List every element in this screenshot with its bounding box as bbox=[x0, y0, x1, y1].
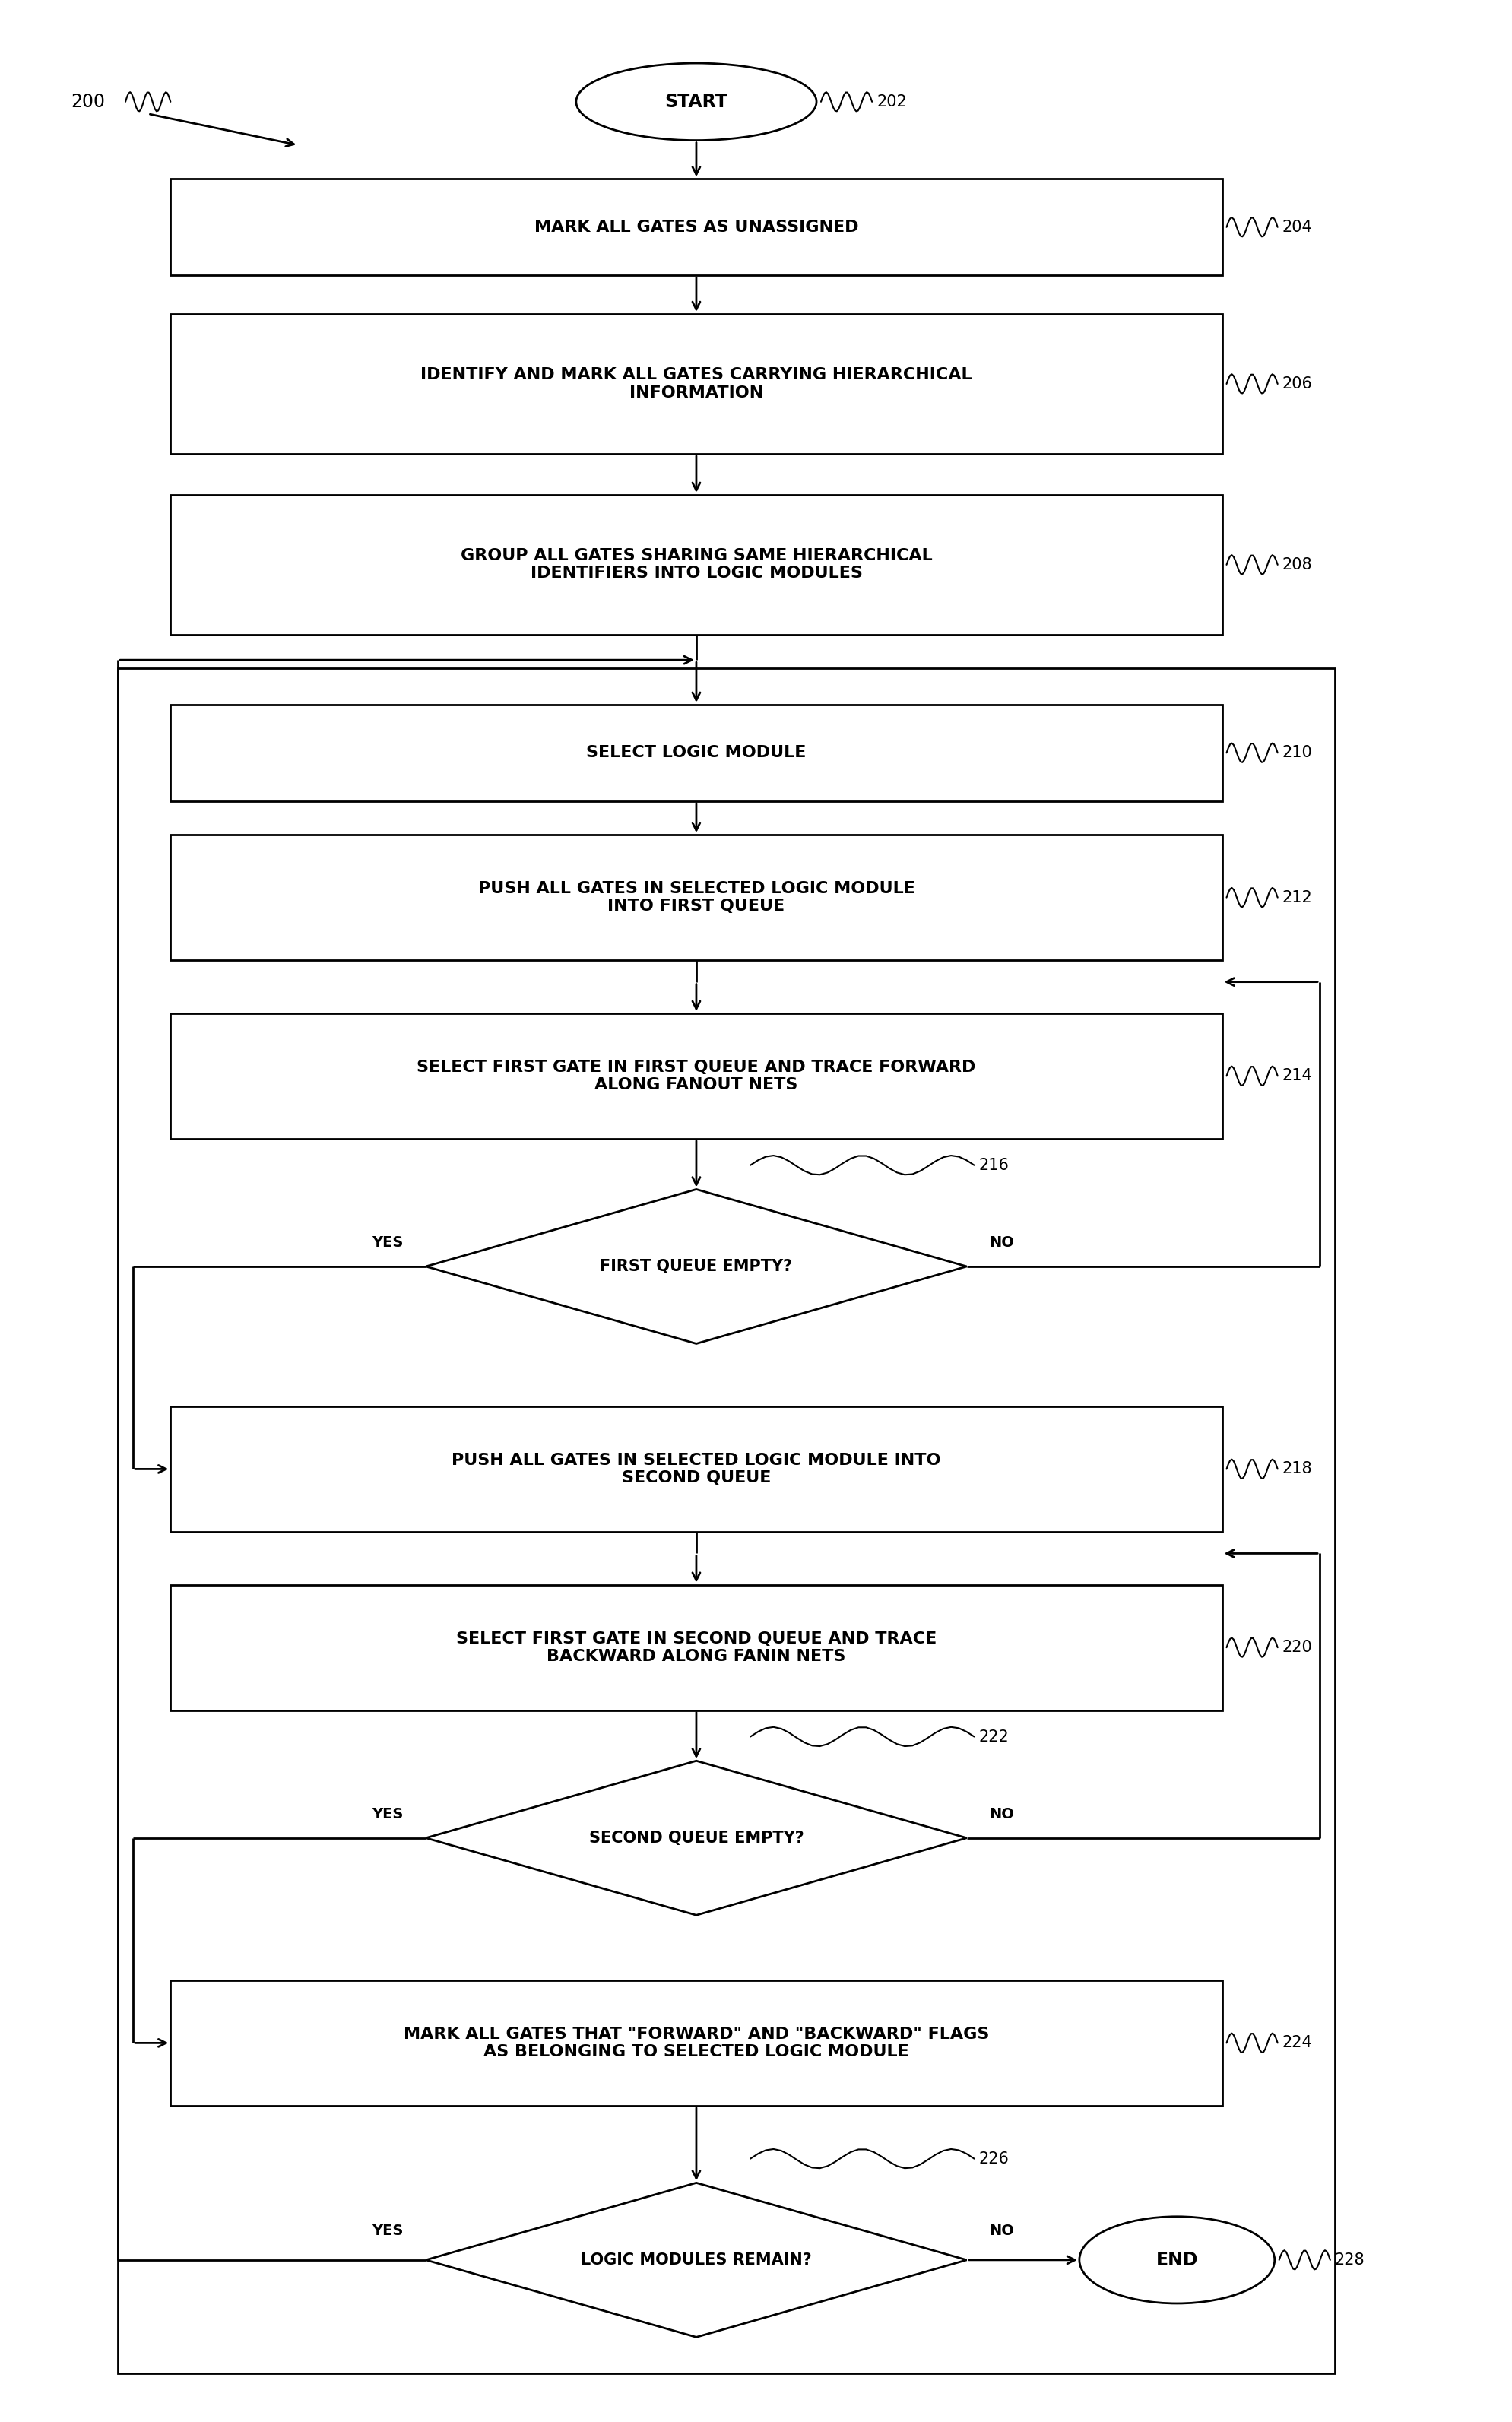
Text: END: END bbox=[1155, 2250, 1198, 2269]
Text: FIRST QUEUE EMPTY?: FIRST QUEUE EMPTY? bbox=[600, 1259, 792, 1274]
FancyBboxPatch shape bbox=[171, 179, 1222, 276]
Text: 216: 216 bbox=[978, 1158, 1009, 1172]
Text: 202: 202 bbox=[875, 94, 906, 109]
Text: 206: 206 bbox=[1282, 375, 1312, 392]
Text: 218: 218 bbox=[1282, 1460, 1311, 1477]
Text: MARK ALL GATES AS UNASSIGNED: MARK ALL GATES AS UNASSIGNED bbox=[534, 220, 857, 235]
Polygon shape bbox=[426, 1189, 966, 1344]
Text: 208: 208 bbox=[1282, 557, 1311, 572]
Text: 224: 224 bbox=[1282, 2034, 1312, 2051]
Text: SECOND QUEUE EMPTY?: SECOND QUEUE EMPTY? bbox=[588, 1831, 803, 1846]
FancyBboxPatch shape bbox=[171, 705, 1222, 802]
Text: 226: 226 bbox=[978, 2151, 1009, 2165]
Text: LOGIC MODULES REMAIN?: LOGIC MODULES REMAIN? bbox=[581, 2252, 812, 2267]
FancyBboxPatch shape bbox=[171, 1012, 1222, 1138]
Text: NO: NO bbox=[989, 1807, 1013, 1821]
Text: NO: NO bbox=[989, 2223, 1013, 2238]
Text: GROUP ALL GATES SHARING SAME HIERARCHICAL
IDENTIFIERS INTO LOGIC MODULES: GROUP ALL GATES SHARING SAME HIERARCHICA… bbox=[460, 547, 931, 581]
Ellipse shape bbox=[1078, 2216, 1275, 2303]
Text: MARK ALL GATES THAT "FORWARD" AND "BACKWARD" FLAGS
AS BELONGING TO SELECTED LOGI: MARK ALL GATES THAT "FORWARD" AND "BACKW… bbox=[404, 2027, 989, 2059]
Ellipse shape bbox=[576, 63, 816, 140]
Polygon shape bbox=[426, 1761, 966, 1916]
Text: START: START bbox=[664, 92, 727, 111]
Text: 204: 204 bbox=[1282, 220, 1312, 235]
Text: SELECT FIRST GATE IN SECOND QUEUE AND TRACE
BACKWARD ALONG FANIN NETS: SELECT FIRST GATE IN SECOND QUEUE AND TR… bbox=[455, 1630, 936, 1664]
Text: 212: 212 bbox=[1282, 889, 1312, 906]
Text: 220: 220 bbox=[1282, 1640, 1312, 1654]
FancyBboxPatch shape bbox=[171, 836, 1222, 959]
Text: YES: YES bbox=[372, 1235, 404, 1250]
Text: PUSH ALL GATES IN SELECTED LOGIC MODULE INTO
SECOND QUEUE: PUSH ALL GATES IN SELECTED LOGIC MODULE … bbox=[452, 1453, 940, 1485]
Text: NO: NO bbox=[989, 1235, 1013, 1250]
FancyBboxPatch shape bbox=[171, 315, 1222, 453]
FancyBboxPatch shape bbox=[171, 1584, 1222, 1710]
Text: 200: 200 bbox=[71, 92, 104, 111]
Bar bbox=[118, 668, 1334, 2374]
Text: 214: 214 bbox=[1282, 1068, 1312, 1083]
Text: YES: YES bbox=[372, 1807, 404, 1821]
Text: YES: YES bbox=[372, 2223, 404, 2238]
FancyBboxPatch shape bbox=[171, 1407, 1222, 1531]
Text: SELECT LOGIC MODULE: SELECT LOGIC MODULE bbox=[587, 746, 806, 761]
Text: PUSH ALL GATES IN SELECTED LOGIC MODULE
INTO FIRST QUEUE: PUSH ALL GATES IN SELECTED LOGIC MODULE … bbox=[478, 882, 915, 913]
FancyBboxPatch shape bbox=[171, 1981, 1222, 2105]
Text: IDENTIFY AND MARK ALL GATES CARRYING HIERARCHICAL
INFORMATION: IDENTIFY AND MARK ALL GATES CARRYING HIE… bbox=[420, 368, 972, 400]
Text: SELECT FIRST GATE IN FIRST QUEUE AND TRACE FORWARD
ALONG FANOUT NETS: SELECT FIRST GATE IN FIRST QUEUE AND TRA… bbox=[417, 1058, 975, 1092]
Text: 222: 222 bbox=[978, 1729, 1009, 1744]
FancyBboxPatch shape bbox=[171, 494, 1222, 635]
Text: 228: 228 bbox=[1334, 2252, 1364, 2267]
Text: 210: 210 bbox=[1282, 746, 1312, 761]
Polygon shape bbox=[426, 2182, 966, 2337]
